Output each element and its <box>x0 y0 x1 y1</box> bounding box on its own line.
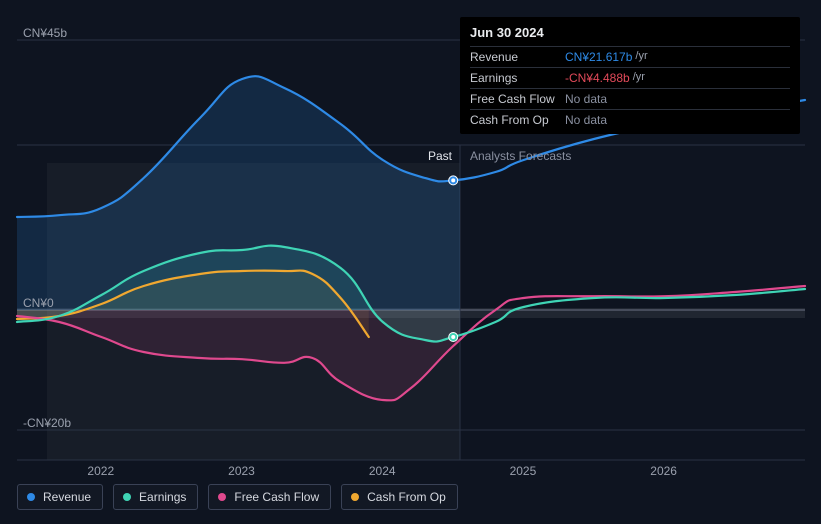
tooltip-row-unit: /yr <box>635 50 647 64</box>
tooltip-row-label: Revenue <box>470 50 565 64</box>
tooltip-title: Jun 30 2024 <box>470 25 790 44</box>
legend-item-label: Free Cash Flow <box>234 490 319 504</box>
legend-item[interactable]: Free Cash Flow <box>208 484 331 510</box>
tooltip-row-value: -CN¥4.488b <box>565 71 630 85</box>
legend-item[interactable]: Cash From Op <box>341 484 458 510</box>
chart-tooltip: Jun 30 2024 RevenueCN¥21.617b/yrEarnings… <box>460 17 800 134</box>
financials-forecast-chart: CN¥45b CN¥0 -CN¥20b 2022 2023 2024 2025 … <box>0 0 821 524</box>
legend-dot-icon <box>123 493 131 501</box>
legend-item-label: Revenue <box>43 490 91 504</box>
legend-dot-icon <box>351 493 359 501</box>
legend-dot-icon <box>218 493 226 501</box>
y-tick-label: CN¥0 <box>23 296 54 310</box>
x-tick-label: 2025 <box>510 464 537 478</box>
tooltip-row-value: CN¥21.617b <box>565 50 632 64</box>
legend-item[interactable]: Revenue <box>17 484 103 510</box>
chart-legend: Revenue Earnings Free Cash Flow Cash From O… <box>17 484 458 510</box>
legend-item[interactable]: Earnings <box>113 484 198 510</box>
past-region-label: Past <box>428 149 452 163</box>
tooltip-row: Cash From OpNo data <box>470 109 790 130</box>
tooltip-row-unit: /yr <box>633 71 645 85</box>
tooltip-row-label: Free Cash Flow <box>470 92 565 106</box>
tooltip-row-value: No data <box>565 113 607 127</box>
forecast-region-label: Analysts Forecasts <box>470 149 571 163</box>
tooltip-row-label: Earnings <box>470 71 565 85</box>
tooltip-row-label: Cash From Op <box>470 113 565 127</box>
tooltip-row: Earnings-CN¥4.488b/yr <box>470 67 790 88</box>
tooltip-row-value: No data <box>565 92 607 106</box>
x-tick-label: 2022 <box>87 464 114 478</box>
y-tick-label: CN¥45b <box>23 26 67 40</box>
legend-item-label: Cash From Op <box>367 490 446 504</box>
tooltip-row: RevenueCN¥21.617b/yr <box>470 46 790 67</box>
x-tick-label: 2026 <box>650 464 677 478</box>
x-tick-label: 2023 <box>228 464 255 478</box>
x-tick-label: 2024 <box>369 464 396 478</box>
legend-item-label: Earnings <box>139 490 186 504</box>
y-tick-label: -CN¥20b <box>23 416 71 430</box>
tooltip-row: Free Cash FlowNo data <box>470 88 790 109</box>
legend-dot-icon <box>27 493 35 501</box>
